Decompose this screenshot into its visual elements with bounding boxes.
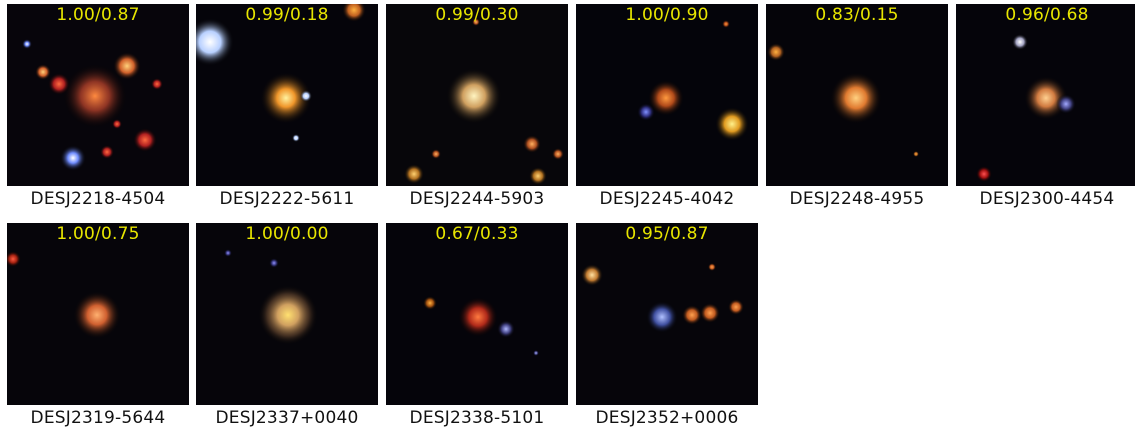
galaxy-image	[766, 4, 948, 186]
score-label: 0.99/0.30	[435, 5, 519, 25]
galaxy-image	[7, 223, 189, 405]
score-label: 1.00/0.00	[245, 224, 329, 244]
score-label: 1.00/0.87	[56, 5, 140, 25]
score-label: 0.95/0.87	[625, 224, 709, 244]
cutout-image: 0.95/0.87	[576, 223, 758, 405]
cutout-image: 0.99/0.30	[386, 4, 568, 186]
cutout-image: 1.00/0.87	[7, 4, 189, 186]
galaxy-image	[7, 4, 189, 186]
galaxy-image	[576, 4, 758, 186]
score-label: 0.67/0.33	[435, 224, 519, 244]
object-name: DESJ2319-5644	[30, 408, 166, 428]
cutout-image: 1.00/0.00	[196, 223, 378, 405]
galaxy-image	[386, 223, 568, 405]
cutout-image: 0.67/0.33	[386, 223, 568, 405]
score-label: 1.00/0.75	[56, 224, 140, 244]
galaxy-image	[956, 4, 1135, 186]
score-label: 0.96/0.68	[1005, 5, 1089, 25]
object-name: DESJ2218-4504	[30, 189, 166, 209]
cutout-image: 0.83/0.15	[766, 4, 948, 186]
object-name: DESJ2300-4454	[979, 189, 1115, 209]
cutout-image: 0.99/0.18	[196, 4, 378, 186]
cutout-image: 0.96/0.68	[956, 4, 1135, 186]
object-name: DESJ2352+0006	[595, 408, 739, 428]
object-name: DESJ2222-5611	[219, 189, 355, 209]
score-label: 0.99/0.18	[245, 5, 329, 25]
galaxy-image	[386, 4, 568, 186]
score-label: 0.83/0.15	[815, 5, 899, 25]
object-name: DESJ2337+0040	[215, 408, 359, 428]
cutout-image: 1.00/0.75	[7, 223, 189, 405]
score-label: 1.00/0.90	[625, 5, 709, 25]
galaxy-image	[196, 4, 378, 186]
galaxy-image	[196, 223, 378, 405]
object-name: DESJ2248-4955	[789, 189, 925, 209]
object-name: DESJ2245-4042	[599, 189, 735, 209]
object-name: DESJ2338-5101	[409, 408, 545, 428]
object-name: DESJ2244-5903	[409, 189, 545, 209]
galaxy-image	[576, 223, 758, 405]
cutout-image: 1.00/0.90	[576, 4, 758, 186]
